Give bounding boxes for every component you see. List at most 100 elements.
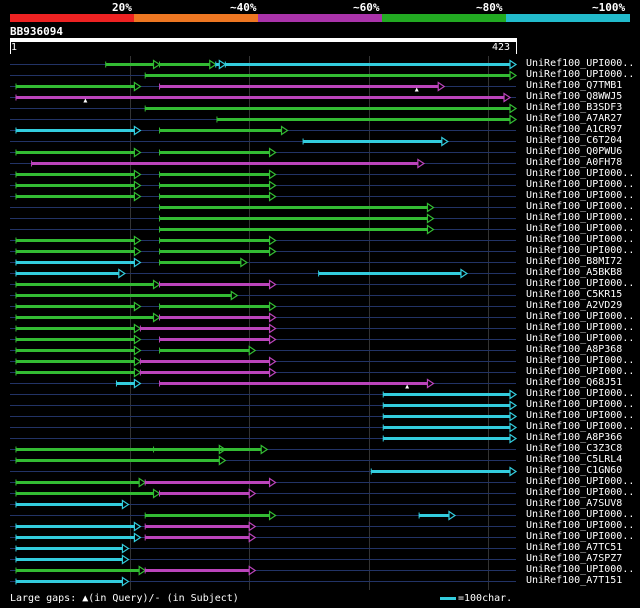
hit-label[interactable]: UniRef100_UPI000.. xyxy=(526,245,635,256)
hit-label[interactable]: UniRef100_A0FH78 xyxy=(526,157,623,168)
hit-label[interactable]: UniRef100_C3Z3C8 xyxy=(526,443,623,454)
hit-row[interactable] xyxy=(10,103,518,114)
hit-label[interactable]: UniRef100_Q8WWJ5 xyxy=(526,91,623,102)
hit-row[interactable] xyxy=(10,433,518,444)
hit-row[interactable] xyxy=(10,59,518,70)
hit-row[interactable] xyxy=(10,554,516,565)
hit-label[interactable]: UniRef100_Q0PWU6 xyxy=(526,146,623,157)
hit-label[interactable]: UniRef100_UPI000.. xyxy=(526,410,635,421)
hit-label[interactable]: UniRef100_C1GN60 xyxy=(526,465,623,476)
hit-row[interactable] xyxy=(10,334,516,345)
hit-row[interactable] xyxy=(10,367,516,378)
hit-row[interactable] xyxy=(10,323,516,334)
hit-label[interactable]: UniRef100_B8MI72 xyxy=(526,256,623,267)
hit-label[interactable]: UniRef100_UPI000.. xyxy=(526,212,635,223)
hit-row[interactable] xyxy=(10,213,516,224)
hit-row[interactable] xyxy=(10,455,516,466)
hit-label[interactable]: UniRef100_C5LRL4 xyxy=(526,454,623,465)
hit-label[interactable]: UniRef100_C6T204 xyxy=(526,135,623,146)
segment-arrow-icon xyxy=(426,224,435,235)
hit-label[interactable]: UniRef100_A7T151 xyxy=(526,575,623,586)
hit-label[interactable]: UniRef100_UPI000.. xyxy=(526,190,635,201)
hit-row[interactable] xyxy=(10,378,516,389)
hit-label[interactable]: UniRef100_UPI000.. xyxy=(526,333,635,344)
hit-label[interactable]: UniRef100_UPI000.. xyxy=(526,168,635,179)
hit-row[interactable] xyxy=(10,510,516,521)
hit-label[interactable]: UniRef100_B3SDF3 xyxy=(526,102,623,113)
hit-row[interactable] xyxy=(10,576,516,587)
hit-label[interactable]: UniRef100_UPI000.. xyxy=(526,421,635,432)
hit-row[interactable] xyxy=(10,444,516,455)
hit-row[interactable] xyxy=(10,158,516,169)
hit-label[interactable]: UniRef100_UPI000.. xyxy=(526,564,635,575)
hit-row[interactable] xyxy=(10,246,516,257)
hit-label[interactable]: UniRef100_A2VD29 xyxy=(526,300,623,311)
hit-row[interactable] xyxy=(10,257,516,268)
gap-legend: Large gaps: ▲(in Query)/- (in Subject) xyxy=(10,593,239,604)
hit-row[interactable] xyxy=(10,488,516,499)
hit-row[interactable] xyxy=(10,268,516,279)
hit-label[interactable]: UniRef100_UPI000.. xyxy=(526,388,635,399)
hit-label[interactable]: UniRef100_A1CR97 xyxy=(526,124,623,135)
hit-row[interactable] xyxy=(10,521,516,532)
hit-label[interactable]: UniRef100_A8P368 xyxy=(526,344,623,355)
hit-row[interactable] xyxy=(10,301,516,312)
hit-label[interactable]: UniRef100_A8P366 xyxy=(526,432,623,443)
hit-label[interactable]: UniRef100_UPI000.. xyxy=(526,531,635,542)
hit-label[interactable]: UniRef100_A7SUV8 xyxy=(526,498,623,509)
hit-label[interactable]: UniRef100_UPI000.. xyxy=(526,487,635,498)
hit-label[interactable]: UniRef100_Q68J51 xyxy=(526,377,623,388)
hit-row[interactable] xyxy=(10,422,518,433)
hit-row[interactable] xyxy=(10,114,518,125)
hit-row[interactable] xyxy=(10,312,516,323)
hit-row[interactable] xyxy=(10,565,516,576)
hit-label[interactable]: UniRef100_UPI000.. xyxy=(526,58,635,69)
hit-row[interactable] xyxy=(10,224,516,235)
hit-segment xyxy=(15,239,137,242)
hit-row[interactable] xyxy=(10,147,516,158)
hit-label[interactable]: UniRef100_UPI000.. xyxy=(526,520,635,531)
segment-arrow-icon xyxy=(133,334,142,345)
hit-label[interactable]: UniRef100_UPI000.. xyxy=(526,223,635,234)
hit-row[interactable] xyxy=(10,81,516,92)
hit-row[interactable] xyxy=(10,279,516,290)
hit-row[interactable] xyxy=(10,125,516,136)
hit-label[interactable]: UniRef100_UPI000.. xyxy=(526,509,635,520)
hit-row[interactable] xyxy=(10,235,516,246)
hit-row[interactable] xyxy=(10,389,518,400)
hit-label[interactable]: UniRef100_A7TC51 xyxy=(526,542,623,553)
hit-row[interactable] xyxy=(10,180,516,191)
hit-label[interactable]: UniRef100_A7SPZ7 xyxy=(526,553,623,564)
hit-label[interactable]: UniRef100_C5KR15 xyxy=(526,289,623,300)
hit-row[interactable] xyxy=(10,543,516,554)
hit-label[interactable]: UniRef100_UPI000.. xyxy=(526,476,635,487)
hit-row[interactable] xyxy=(10,202,516,213)
hit-label[interactable]: UniRef100_A5BKB8 xyxy=(526,267,623,278)
hit-row[interactable] xyxy=(10,532,516,543)
hit-label[interactable]: UniRef100_UPI000.. xyxy=(526,366,635,377)
hit-row[interactable] xyxy=(10,356,516,367)
hit-label[interactable]: UniRef100_UPI000.. xyxy=(526,311,635,322)
hit-row[interactable] xyxy=(10,290,516,301)
hit-label[interactable]: UniRef100_UPI000.. xyxy=(526,399,635,410)
hit-row[interactable] xyxy=(10,136,516,147)
hit-label[interactable]: UniRef100_UPI000.. xyxy=(526,201,635,212)
hit-row[interactable] xyxy=(10,400,518,411)
hit-row[interactable] xyxy=(10,70,518,81)
hit-row[interactable] xyxy=(10,411,518,422)
hit-label[interactable]: UniRef100_UPI000.. xyxy=(526,69,635,80)
hit-label[interactable]: UniRef100_UPI000.. xyxy=(526,322,635,333)
hit-row[interactable] xyxy=(10,466,518,477)
hit-label[interactable]: UniRef100_A7AR27 xyxy=(526,113,623,124)
hit-label[interactable]: UniRef100_UPI000.. xyxy=(526,234,635,245)
hit-row[interactable] xyxy=(10,169,516,180)
hit-row[interactable] xyxy=(10,92,516,103)
hit-label[interactable]: UniRef100_UPI000.. xyxy=(526,355,635,366)
hit-label[interactable]: UniRef100_Q7TMB1 xyxy=(526,80,623,91)
hit-row[interactable] xyxy=(10,345,516,356)
hit-row[interactable] xyxy=(10,477,516,488)
hit-label[interactable]: UniRef100_UPI000.. xyxy=(526,278,635,289)
hit-row[interactable] xyxy=(10,499,516,510)
hit-row[interactable] xyxy=(10,191,516,202)
hit-label[interactable]: UniRef100_UPI000.. xyxy=(526,179,635,190)
